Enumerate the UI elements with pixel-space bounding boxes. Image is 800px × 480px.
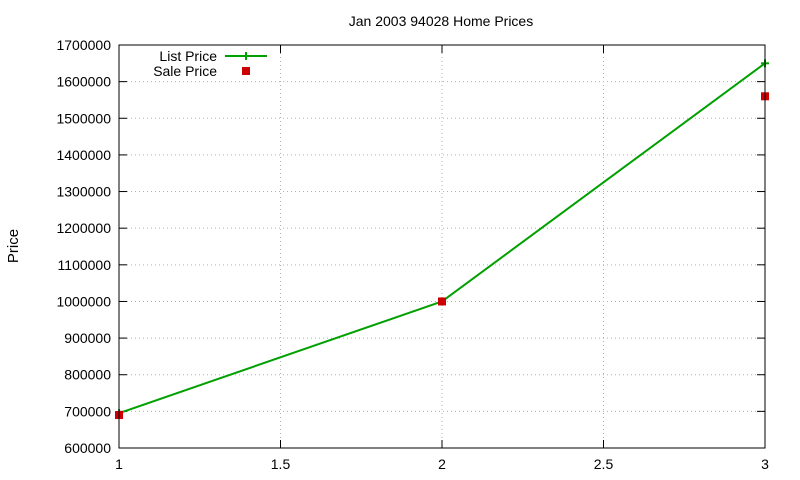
plot-frame — [118, 44, 766, 449]
chart-title: Jan 2003 94028 Home Prices — [349, 13, 533, 29]
y-tick-label: 1000000 — [56, 293, 111, 309]
series-line-0 — [118, 62, 766, 415]
y-tick-label: 1400000 — [56, 147, 111, 163]
x-tick-label: 2.5 — [594, 456, 614, 472]
series-1-point-1 — [438, 297, 446, 306]
x-tick-label: 1.5 — [271, 456, 291, 472]
legend-marker-1 — [242, 67, 250, 75]
grid-lines — [119, 45, 765, 448]
y-tick-label: 700000 — [64, 403, 111, 419]
y-axis-label: Price — [5, 229, 22, 263]
y-tick-label: 1100000 — [58, 257, 112, 273]
y-tick-label: 800000 — [64, 367, 111, 383]
legend-label-0: List Price — [159, 48, 217, 64]
legend-label-1: Sale Price — [153, 63, 217, 79]
x-tick-label: 2 — [438, 456, 446, 472]
y-tick-label: 900000 — [64, 330, 111, 346]
y-tick-label: 1200000 — [56, 220, 111, 236]
x-tick-label: 3 — [761, 456, 769, 472]
y-tick-label: 1500000 — [56, 110, 111, 126]
x-tick-label: 1 — [115, 456, 123, 472]
legend-marker-0 — [242, 52, 250, 60]
axis-ticks: 6000007000008000009000001000000110000012… — [56, 37, 769, 472]
y-tick-label: 1600000 — [56, 74, 111, 90]
y-tick-label: 600000 — [64, 440, 111, 456]
y-tick-label: 1700000 — [56, 37, 111, 53]
y-tick-label: 1300000 — [56, 184, 111, 200]
